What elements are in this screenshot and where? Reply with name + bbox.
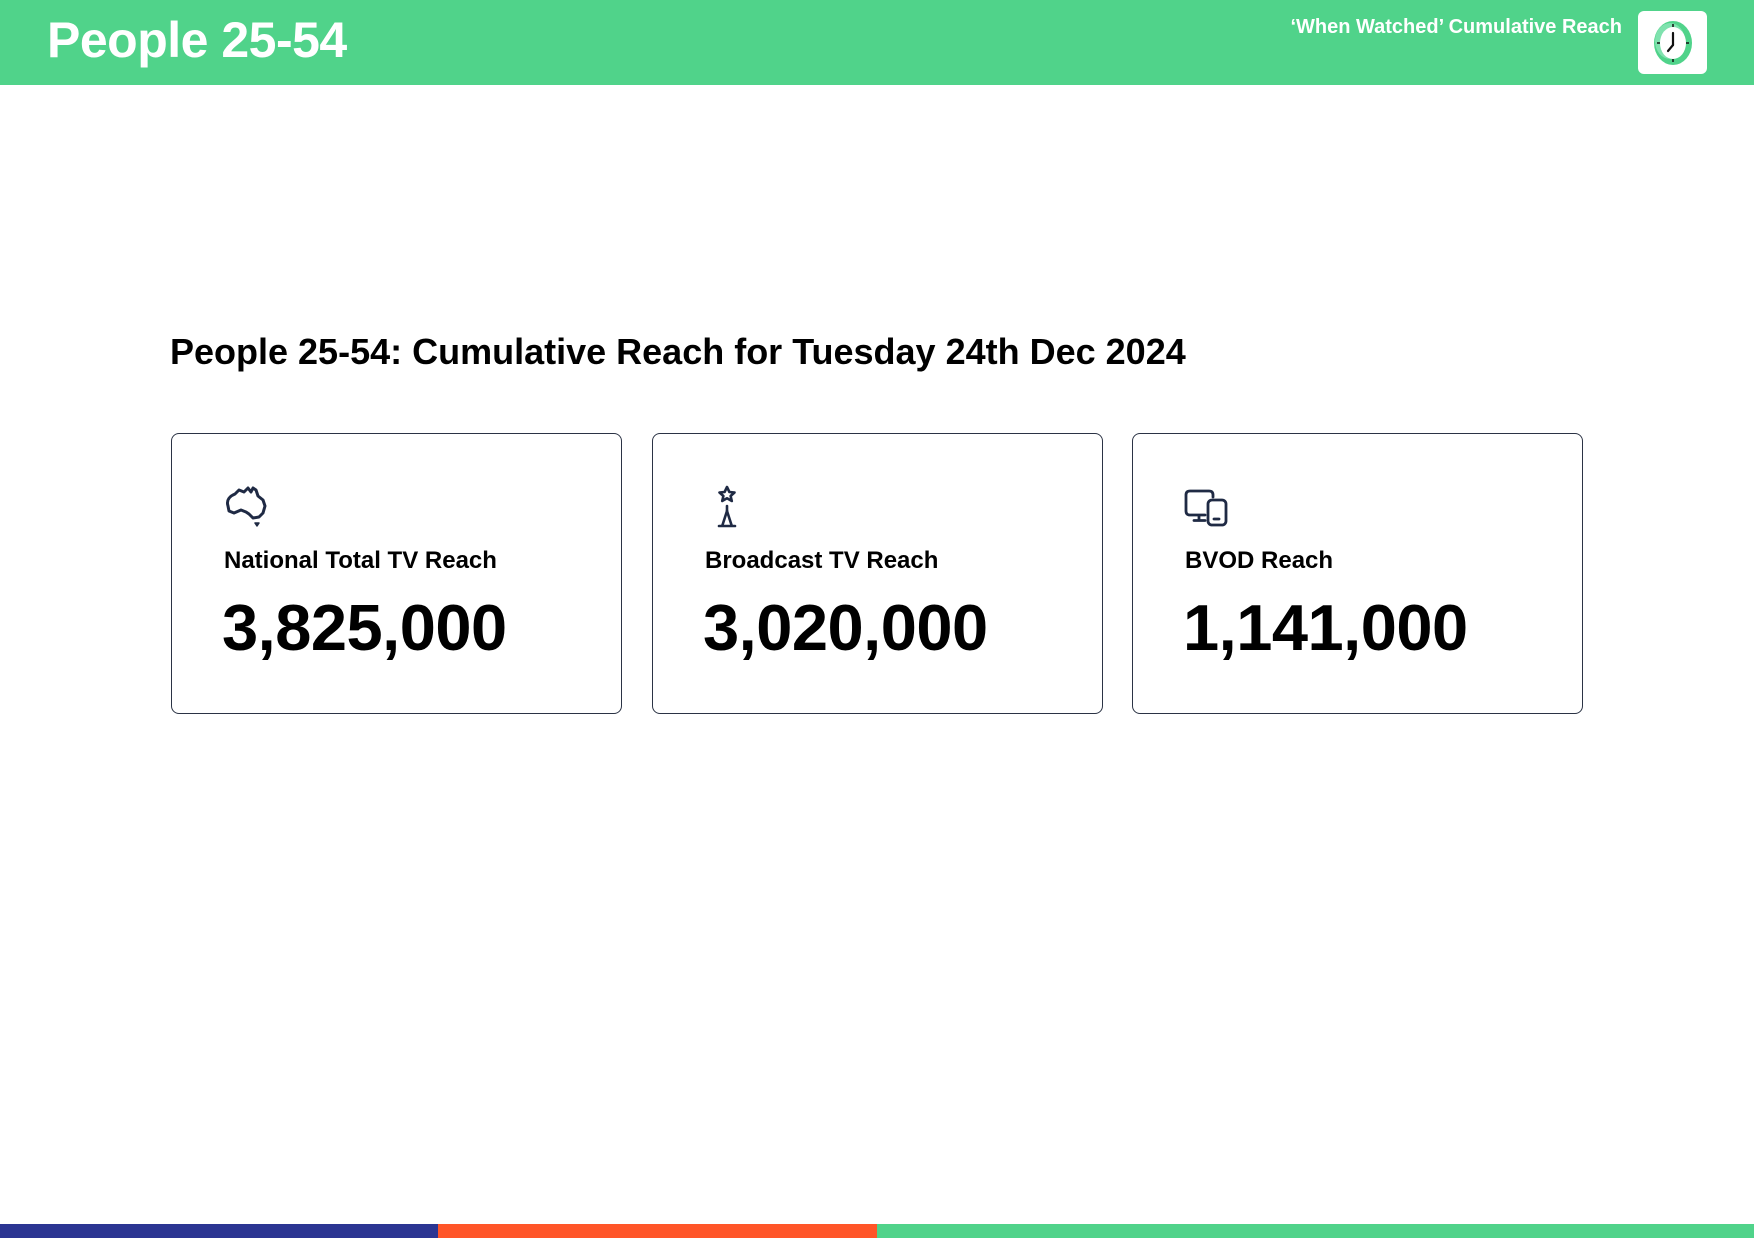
section-title: People 25-54: Cumulative Reach for Tuesd… bbox=[170, 331, 1186, 372]
devices-icon bbox=[1183, 484, 1231, 530]
card-value: 1,141,000 bbox=[1183, 591, 1468, 664]
card-value: 3,825,000 bbox=[222, 591, 507, 664]
bvod-reach-card: BVOD Reach 1,141,000 bbox=[1132, 433, 1583, 714]
report-type-label: ‘When Watched’ Cumulative Reach bbox=[1290, 16, 1622, 38]
clock-icon bbox=[1653, 20, 1692, 65]
clock-badge bbox=[1638, 11, 1707, 74]
card-label: National Total TV Reach bbox=[224, 547, 497, 574]
broadcast-tower-icon bbox=[703, 484, 751, 530]
footer-color-bar bbox=[0, 1224, 1754, 1238]
broadcast-tv-reach-card: Broadcast TV Reach 3,020,000 bbox=[652, 433, 1103, 714]
card-label: BVOD Reach bbox=[1185, 547, 1334, 574]
footer-segment-green bbox=[877, 1224, 1754, 1238]
card-value: 3,020,000 bbox=[703, 591, 988, 664]
page-title: People 25-54 bbox=[47, 12, 347, 68]
card-label: Broadcast TV Reach bbox=[705, 547, 939, 574]
footer-segment-navy bbox=[0, 1224, 438, 1238]
national-total-tv-reach-card: National Total TV Reach 3,825,000 bbox=[171, 433, 622, 714]
footer-segment-orange bbox=[438, 1224, 877, 1238]
australia-map-icon bbox=[222, 484, 270, 530]
header-banner: People 25-54 ‘When Watched’ Cumulative R… bbox=[0, 0, 1754, 85]
